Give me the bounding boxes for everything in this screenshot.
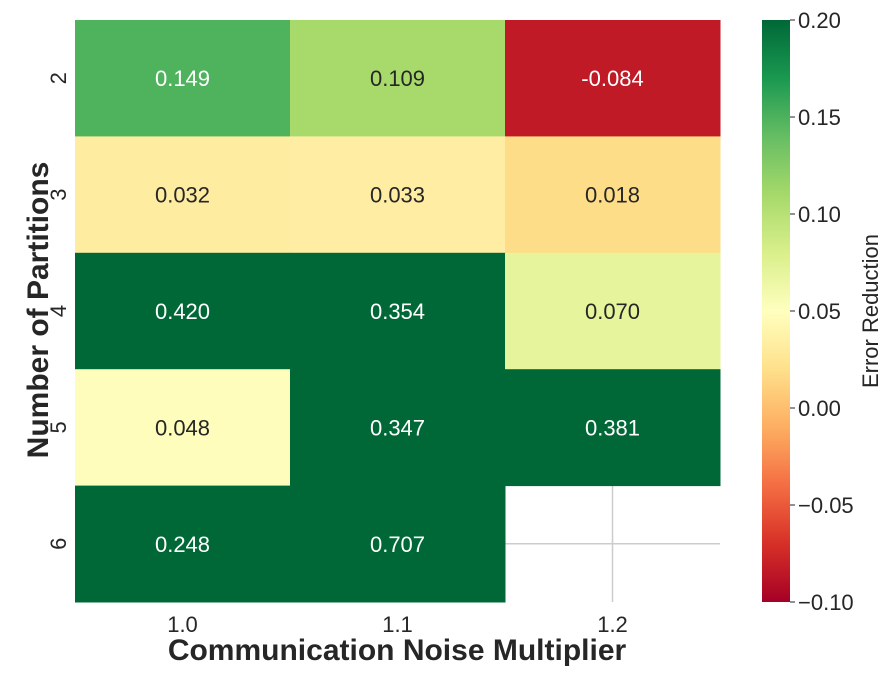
cell-value-label: 0.032 bbox=[155, 183, 210, 208]
y-tick-label: 2 bbox=[46, 72, 71, 84]
heatmap-cell bbox=[290, 20, 506, 137]
x-tick-label: 1.0 bbox=[167, 612, 198, 637]
colorbar-tick-label: 0.15 bbox=[798, 105, 841, 130]
heatmap-cell bbox=[290, 485, 506, 603]
y-tick-label: 4 bbox=[46, 305, 71, 317]
cell-value-label: 0.354 bbox=[370, 299, 425, 324]
heatmap-cell bbox=[505, 136, 721, 254]
heatmap-cell bbox=[505, 20, 721, 137]
heatmap-cell bbox=[290, 369, 506, 487]
heatmap-cell bbox=[75, 136, 291, 254]
cell-value-label: 0.070 bbox=[585, 299, 640, 324]
heatmap-cell bbox=[75, 485, 291, 603]
colorbar-tick-label: 0.05 bbox=[798, 299, 841, 324]
heatmap-cell bbox=[75, 369, 291, 487]
cell-value-label: 0.149 bbox=[155, 66, 210, 91]
heatmap-cell bbox=[290, 136, 506, 254]
cell-value-label: 0.420 bbox=[155, 299, 210, 324]
colorbar-label: Error Reduction bbox=[858, 234, 883, 388]
colorbar-ticks: 0.20 0.15 0.10 0.05 0.00 −0.05 −0.10 bbox=[790, 8, 854, 615]
heatmap-cell bbox=[75, 252, 291, 370]
cell-value-labels: 0.149 0.109 -0.084 0.032 0.033 0.018 0.420 0.35… bbox=[155, 66, 644, 557]
axis-ticks: 1.0 1.1 1.2 2 3 4 5 6 bbox=[46, 72, 628, 637]
colorbar-tick-label: 0.10 bbox=[798, 202, 841, 227]
cell-value-label: 0.248 bbox=[155, 532, 210, 557]
colorbar-tick-label: −0.10 bbox=[798, 590, 854, 615]
y-tick-label: 6 bbox=[46, 538, 71, 550]
cell-value-label: 0.109 bbox=[370, 66, 425, 91]
heatmap-cell bbox=[75, 20, 291, 137]
colorbar-tick-label: 0.20 bbox=[798, 8, 841, 33]
heatmap-cell bbox=[505, 252, 721, 370]
x-axis-label: Communication Noise Multiplier bbox=[168, 634, 627, 667]
colorbar bbox=[762, 20, 790, 602]
cell-value-label: 0.018 bbox=[585, 183, 640, 208]
cell-value-label: 0.381 bbox=[585, 415, 640, 440]
colorbar-tick-label: −0.05 bbox=[798, 493, 854, 518]
heatmap-cell bbox=[505, 369, 721, 487]
cell-value-label: 0.707 bbox=[370, 532, 425, 557]
x-tick-label: 1.2 bbox=[597, 612, 628, 637]
cell-value-label: 0.048 bbox=[155, 415, 210, 440]
y-axis-label: Number of Partitions bbox=[22, 162, 55, 459]
cell-value-label: -0.084 bbox=[581, 66, 643, 91]
y-tick-label: 3 bbox=[46, 188, 71, 200]
cell-value-label: 0.347 bbox=[370, 415, 425, 440]
cell-value-label: 0.033 bbox=[370, 183, 425, 208]
colorbar-tick-label: 0.00 bbox=[798, 396, 841, 421]
heatmap-cells bbox=[75, 20, 721, 603]
y-tick-label: 5 bbox=[46, 421, 71, 433]
x-tick-label: 1.1 bbox=[382, 612, 413, 637]
heatmap-cell bbox=[290, 252, 506, 370]
